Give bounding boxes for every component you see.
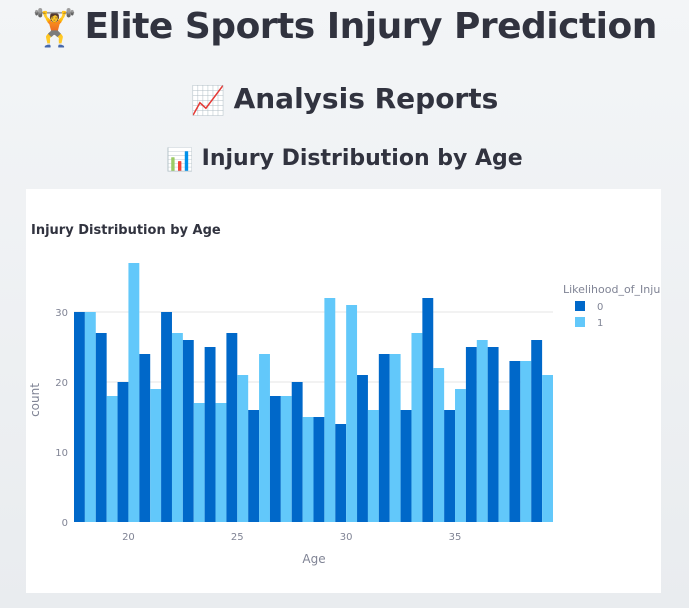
bar-age-23-series-0[interactable] <box>182 340 194 522</box>
bar-age-25-series-0[interactable] <box>226 333 238 522</box>
bar-age-34-series-0[interactable] <box>422 298 434 522</box>
bar-age-32-series-1[interactable] <box>389 354 401 522</box>
bar-age-25-series-1[interactable] <box>237 375 249 522</box>
page-subtitle-text: Analysis Reports <box>233 82 499 115</box>
y-tick-label: 10 <box>55 448 68 459</box>
bar-age-32-series-0[interactable] <box>378 354 390 522</box>
bar-age-22-series-0[interactable] <box>161 312 172 522</box>
chart-card: Injury Distribution by Age 20 25 30 35 0 10 2… <box>26 189 672 593</box>
x-tick-label: 35 <box>449 532 462 543</box>
section-heading-text: Injury Distribution by Age <box>201 146 523 171</box>
bar-age-20-series-0[interactable] <box>117 382 129 522</box>
section-heading: 📊 Injury Distribution by Age <box>0 146 689 173</box>
bars <box>74 263 553 522</box>
bar-age-19-series-1[interactable] <box>106 396 118 522</box>
bar-age-35-series-0[interactable] <box>444 410 456 522</box>
page-title: 🏋 Elite Sports Injury Prediction <box>0 6 689 49</box>
x-tick-labels: 20 25 30 35 <box>122 532 461 543</box>
bar-age-21-series-0[interactable] <box>139 354 151 522</box>
bar-age-38-series-1[interactable] <box>520 361 532 522</box>
x-axis-label: Age <box>302 552 325 566</box>
bar-age-23-series-1[interactable] <box>193 403 205 522</box>
bar-age-18-series-1[interactable] <box>84 312 96 522</box>
bar-age-30-series-0[interactable] <box>335 424 347 522</box>
x-tick-label: 20 <box>122 532 135 543</box>
bar-age-37-series-0[interactable] <box>487 347 499 522</box>
bar-age-36-series-0[interactable] <box>465 347 477 522</box>
bar-age-26-series-0[interactable] <box>248 410 260 522</box>
bar-age-27-series-0[interactable] <box>269 396 281 522</box>
bar-age-38-series-0[interactable] <box>509 361 521 522</box>
legend-swatch-0[interactable] <box>575 301 585 311</box>
bar-age-28-series-0[interactable] <box>291 382 303 522</box>
bar-age-36-series-1[interactable] <box>476 340 488 522</box>
bar-age-19-series-0[interactable] <box>95 333 107 522</box>
bar-age-30-series-1[interactable] <box>346 305 358 522</box>
legend[interactable]: Likelihood_of_Injury 0 1 <box>563 283 672 329</box>
bar-age-31-series-0[interactable] <box>357 375 368 522</box>
bar-age-18-series-0[interactable] <box>74 312 85 522</box>
y-tick-label: 30 <box>55 308 68 319</box>
bar-age-39-series-0[interactable] <box>531 340 543 522</box>
bar-age-24-series-0[interactable] <box>204 347 216 522</box>
bar-age-31-series-1[interactable] <box>367 410 379 522</box>
page-title-text: Elite Sports Injury Prediction <box>84 6 657 47</box>
bar-age-26-series-1[interactable] <box>259 354 270 522</box>
bar-age-22-series-1[interactable] <box>171 333 183 522</box>
bar-age-39-series-1[interactable] <box>542 375 553 522</box>
injury-age-chart[interactable]: Injury Distribution by Age 20 25 30 35 0102… <box>26 189 672 593</box>
chart-increasing-icon: 📈 <box>190 84 226 117</box>
bar-age-27-series-1[interactable] <box>280 396 292 522</box>
y-tick-labels: 0 10 20 30 <box>55 308 68 529</box>
y-tick-label: 20 <box>55 378 68 389</box>
weightlifter-icon: 🏋 <box>32 8 77 49</box>
legend-swatch-1[interactable] <box>575 317 585 327</box>
legend-label-0[interactable]: 0 <box>597 302 603 313</box>
legend-label-1[interactable]: 1 <box>597 318 603 329</box>
bar-age-28-series-1[interactable] <box>302 417 314 522</box>
bar-age-33-series-1[interactable] <box>411 333 423 522</box>
bar-age-37-series-1[interactable] <box>498 410 510 522</box>
bar-age-29-series-1[interactable] <box>324 298 336 522</box>
legend-title: Likelihood_of_Injury <box>563 283 661 296</box>
x-tick-label: 25 <box>231 532 244 543</box>
y-tick-label: 0 <box>62 518 68 529</box>
x-tick-label: 30 <box>340 532 353 543</box>
bar-chart-icon: 📊 <box>166 148 194 173</box>
bar-age-34-series-1[interactable] <box>433 368 445 522</box>
y-axis-label: count <box>28 383 42 417</box>
bar-age-24-series-1[interactable] <box>215 403 227 522</box>
bar-age-35-series-1[interactable] <box>455 389 466 522</box>
page-subtitle: 📈 Analysis Reports <box>0 82 689 117</box>
bar-age-20-series-1[interactable] <box>128 263 140 522</box>
bar-age-21-series-1[interactable] <box>150 389 162 522</box>
chart-title: Injury Distribution by Age <box>31 223 221 238</box>
bar-age-29-series-0[interactable] <box>313 417 325 522</box>
bar-age-33-series-0[interactable] <box>400 410 412 522</box>
